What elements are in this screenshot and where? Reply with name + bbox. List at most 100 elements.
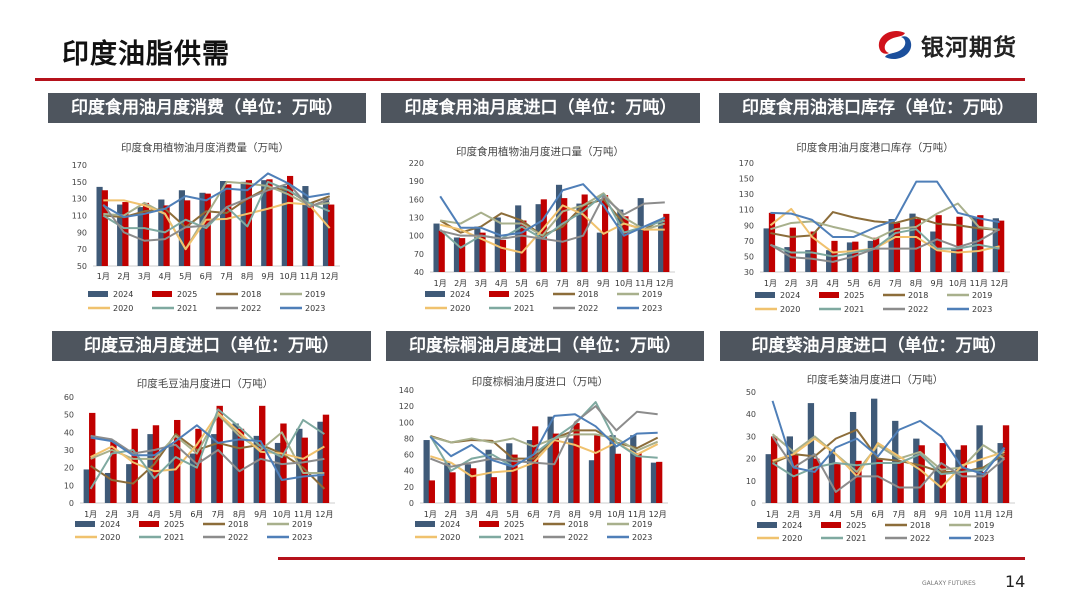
line-2023: [102, 172, 330, 219]
bar-2024: [423, 440, 430, 503]
x-tick-label: 2月: [454, 279, 467, 288]
y-tick-label: 70: [414, 250, 424, 259]
x-tick-label: 11月: [628, 510, 646, 519]
legend-label: 2019: [305, 290, 325, 299]
footer-brand: GALAXY FUTURES: [922, 580, 976, 587]
bar-2025: [259, 405, 266, 503]
y-tick-label: 130: [72, 195, 87, 204]
x-tick-label: 1月: [764, 279, 777, 288]
bar-2025: [532, 426, 539, 503]
x-tick-label: 9月: [261, 272, 274, 281]
y-tick-label: 30: [64, 446, 74, 455]
bar-2025: [998, 220, 1005, 272]
y-tick-label: 40: [746, 410, 756, 419]
bar-2025: [977, 215, 984, 272]
bar-2024: [568, 438, 575, 503]
x-tick-label: 2月: [444, 510, 457, 519]
x-tick-label: 3月: [127, 510, 140, 519]
bar-2024: [117, 204, 124, 266]
line-2023: [771, 400, 1006, 476]
bar-2025: [897, 460, 904, 503]
footer-divider: [278, 557, 1025, 560]
line-2022: [90, 434, 325, 473]
bar-2025: [479, 232, 486, 272]
x-tick-label: 4月: [826, 279, 839, 288]
bar-2025: [876, 458, 883, 503]
legend-swatch-2024: [75, 521, 95, 527]
x-tick-label: 7月: [220, 272, 233, 281]
bar-2025: [813, 458, 820, 503]
bar-2024: [219, 180, 227, 266]
bar-2025: [511, 454, 518, 503]
line-2019: [440, 192, 666, 237]
x-tick-label: 10月: [279, 272, 297, 281]
legend-swatch-2024: [88, 291, 108, 297]
y-tick-label: 100: [399, 418, 414, 427]
bar-2025: [307, 202, 314, 266]
x-tick-label: 3月: [806, 279, 819, 288]
bar-2024: [658, 220, 665, 272]
bar-2024: [261, 180, 268, 266]
y-tick-label: 50: [746, 388, 756, 397]
bar-2024: [211, 434, 218, 503]
x-tick-label: 6月: [536, 279, 549, 288]
bar-2025: [914, 219, 921, 272]
legend-label: 2018: [241, 290, 261, 299]
legend-label: 2025: [177, 290, 197, 299]
y-tick-label: 20: [64, 464, 74, 473]
x-tick-label: 11月: [300, 272, 318, 281]
y-tick-label: 40: [414, 268, 424, 277]
line-2022: [102, 182, 331, 242]
x-tick-label: 9月: [935, 510, 948, 519]
legend-label: 2021: [846, 534, 866, 543]
bar-2025: [266, 179, 273, 266]
chart-title: 印度毛葵油月度进口（万吨）: [807, 373, 944, 386]
legend-label: 2025: [514, 290, 534, 299]
x-tick-label: 11月: [970, 279, 988, 288]
legend-label: 2020: [100, 533, 120, 542]
line-2019: [771, 433, 1005, 473]
y-tick-label: 60: [404, 451, 414, 460]
legend-swatch-2025: [139, 521, 159, 527]
bar-2025: [184, 200, 191, 266]
bar-2025: [163, 205, 170, 266]
galaxy-logo-icon: [878, 30, 912, 60]
line-2019: [770, 202, 1000, 241]
bar-2025: [428, 480, 435, 503]
y-tick-label: 60: [64, 393, 74, 402]
bar-2025: [286, 175, 294, 266]
line-2023: [439, 183, 666, 237]
line-2021: [439, 193, 666, 249]
y-tick-label: 30: [746, 432, 756, 441]
bar-2024: [997, 443, 1004, 503]
y-tick-label: 0: [69, 499, 74, 508]
bar-2024: [828, 449, 836, 503]
y-tick-label: 110: [72, 212, 87, 221]
legend-label: 2021: [177, 304, 197, 313]
legend-label: 2023: [642, 304, 662, 313]
bar-2024: [807, 403, 815, 503]
bar-2025: [520, 220, 527, 272]
line-2022: [771, 435, 1006, 493]
x-tick-label: 7月: [889, 279, 902, 288]
bar-2025: [573, 423, 580, 503]
x-tick-label: 6月: [871, 510, 884, 519]
bar-2025: [642, 229, 649, 272]
bar-2025: [490, 477, 497, 503]
bar-2025: [459, 238, 466, 272]
legend-label: 2018: [578, 290, 598, 299]
x-tick-label: 1月: [84, 510, 97, 519]
x-tick-label: 8月: [241, 272, 254, 281]
panel-header-palmoil-imports: 印度棕榈油月度进口（单位：万吨）: [386, 331, 704, 361]
x-tick-label: 8月: [577, 279, 590, 288]
legend-label: 2019: [632, 520, 652, 529]
bar-2025: [552, 433, 559, 503]
legend-label: 2025: [844, 291, 864, 300]
legend-label: 2022: [910, 534, 930, 543]
bar-2025: [622, 216, 629, 272]
bar-2024: [637, 198, 644, 272]
legend-label: 2022: [568, 533, 588, 542]
legend-label: 2024: [100, 520, 120, 529]
bar-2024: [765, 454, 772, 503]
legend-swatch-2025: [819, 292, 839, 298]
